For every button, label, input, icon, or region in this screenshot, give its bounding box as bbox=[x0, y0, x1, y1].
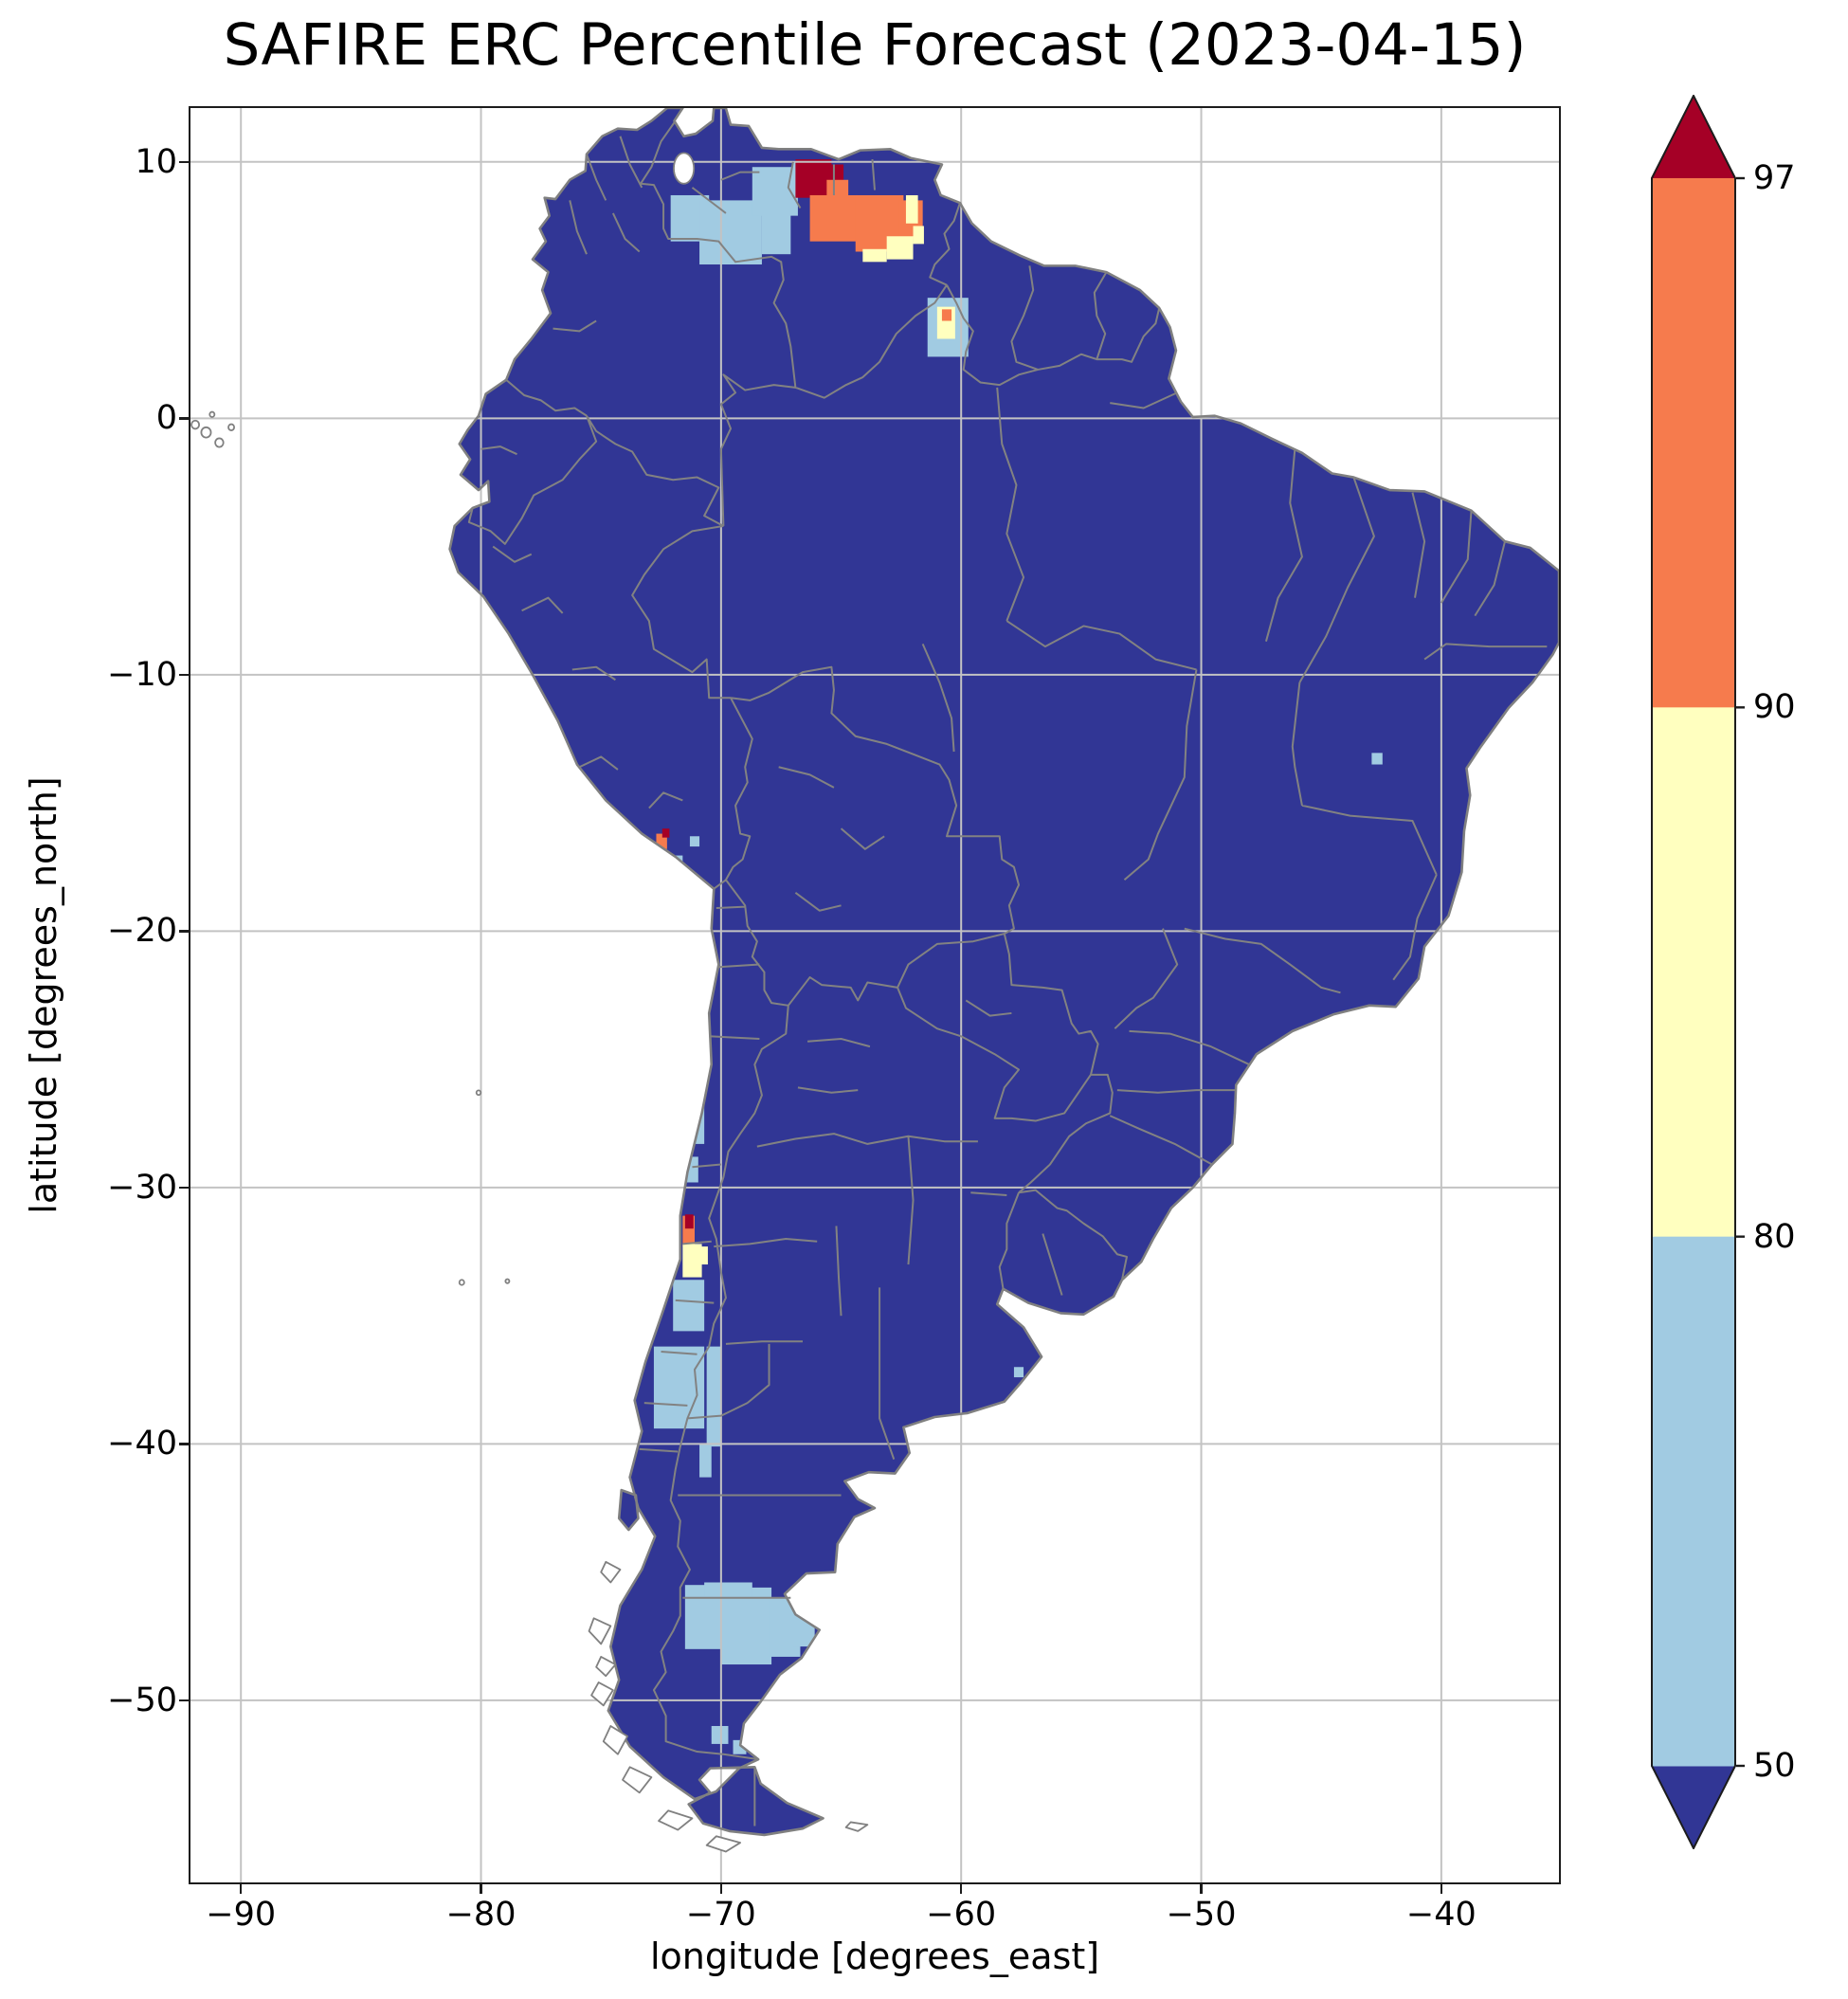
fjord-island bbox=[604, 1726, 627, 1754]
y-tick-label: −20 bbox=[107, 912, 177, 951]
small-island bbox=[201, 427, 210, 438]
x-tick-mark bbox=[480, 1884, 482, 1894]
y-tick-mark bbox=[179, 1186, 189, 1190]
percentile-cell bbox=[706, 1346, 721, 1447]
small-island bbox=[460, 1280, 464, 1284]
percentile-cell bbox=[704, 1582, 752, 1598]
colorbar-tick-label: 80 bbox=[1753, 1217, 1796, 1256]
percentile-cell bbox=[1013, 1367, 1024, 1378]
percentile-cell bbox=[795, 159, 832, 198]
y-tick-label: −30 bbox=[107, 1168, 177, 1207]
south-america-map bbox=[190, 108, 1559, 1882]
map-plot-area bbox=[189, 106, 1561, 1884]
percentile-cell bbox=[711, 1725, 729, 1744]
y-tick-label: −10 bbox=[107, 655, 177, 694]
x-tick-label: −60 bbox=[926, 1896, 997, 1934]
colorbar-tick-label: 50 bbox=[1753, 1747, 1796, 1785]
colorbar bbox=[1651, 95, 1745, 1849]
percentile-cell bbox=[761, 212, 791, 255]
x-tick-label: −40 bbox=[1405, 1896, 1477, 1934]
percentile-cell bbox=[913, 226, 924, 245]
x-tick-mark bbox=[960, 1884, 963, 1894]
percentile-cells bbox=[653, 159, 1383, 1754]
x-tick-mark bbox=[1440, 1884, 1443, 1894]
x-tick-mark bbox=[1200, 1884, 1203, 1894]
percentile-cell bbox=[684, 1214, 694, 1229]
y-axis-label: latitude [degrees_north] bbox=[23, 776, 64, 1214]
fjord-island bbox=[591, 1682, 613, 1705]
colorbar-extend-min bbox=[1651, 1766, 1736, 1849]
fjord-island bbox=[589, 1618, 611, 1644]
y-tick-mark bbox=[179, 417, 189, 420]
y-tick-mark bbox=[179, 930, 189, 933]
fjord-island bbox=[707, 1836, 740, 1851]
small-island bbox=[215, 438, 224, 446]
small-island bbox=[191, 421, 199, 429]
y-tick-mark bbox=[179, 1443, 189, 1445]
percentile-cell bbox=[886, 236, 914, 260]
percentile-cell bbox=[697, 1246, 708, 1265]
colorbar-segment bbox=[1651, 1236, 1736, 1767]
percentile-cell bbox=[656, 833, 667, 849]
fjord-island bbox=[596, 1657, 615, 1676]
percentile-cell bbox=[692, 1092, 705, 1144]
islands-and-lakes bbox=[191, 153, 867, 1851]
percentile-cell bbox=[720, 1587, 772, 1665]
x-tick-label: −80 bbox=[445, 1896, 516, 1934]
small-island bbox=[505, 1279, 509, 1282]
y-tick-mark bbox=[179, 673, 189, 677]
percentile-cell bbox=[689, 836, 700, 847]
percentile-cell bbox=[661, 828, 670, 838]
fjord-island bbox=[601, 1562, 620, 1583]
x-tick-mark bbox=[719, 1884, 723, 1894]
admin-borders bbox=[469, 121, 1547, 1826]
lake-maracaibo bbox=[674, 153, 694, 183]
small-island bbox=[477, 1090, 481, 1095]
percentile-cell bbox=[905, 194, 918, 224]
colorbar-segment bbox=[1651, 707, 1736, 1238]
percentile-cell bbox=[663, 855, 683, 870]
x-tick-label: −90 bbox=[206, 1896, 277, 1934]
percentile-cell bbox=[862, 248, 887, 263]
x-tick-mark bbox=[240, 1884, 243, 1894]
colorbar-tick-label: 90 bbox=[1753, 688, 1796, 727]
percentile-cell bbox=[1371, 753, 1383, 765]
y-tick-mark bbox=[179, 160, 189, 163]
percentile-cell bbox=[826, 179, 849, 198]
x-tick-label: −70 bbox=[685, 1896, 756, 1934]
land-fill bbox=[449, 108, 1559, 1835]
colorbar-extend-max bbox=[1651, 95, 1736, 178]
y-tick-label: 0 bbox=[155, 399, 177, 438]
y-tick-label: −40 bbox=[107, 1425, 177, 1463]
percentile-cell bbox=[699, 1444, 712, 1478]
gridlines bbox=[190, 108, 1559, 1882]
y-tick-mark bbox=[179, 1699, 189, 1702]
percentile-cell bbox=[673, 1280, 705, 1332]
fjord-island bbox=[846, 1822, 868, 1830]
chart-title: SAFIRE ERC Percentile Forecast (2023-04-… bbox=[223, 11, 1527, 79]
x-tick-label: −50 bbox=[1166, 1896, 1237, 1934]
small-island bbox=[209, 412, 214, 417]
x-axis-label: longitude [degrees_east] bbox=[649, 1935, 1100, 1977]
colorbar-outline bbox=[1651, 95, 1736, 1849]
y-tick-label: 10 bbox=[135, 142, 177, 181]
colorbar-tick-label: 97 bbox=[1753, 159, 1796, 197]
fjord-island bbox=[659, 1810, 692, 1829]
small-island bbox=[228, 425, 234, 430]
percentile-cell bbox=[941, 309, 952, 321]
percentile-cell bbox=[699, 200, 762, 265]
percentile-cell bbox=[809, 194, 859, 242]
percentile-cell bbox=[828, 164, 844, 183]
coastline bbox=[450, 108, 1559, 1835]
y-tick-label: −50 bbox=[107, 1681, 177, 1719]
fjord-island bbox=[623, 1767, 651, 1792]
colorbar-segment bbox=[1651, 178, 1736, 708]
